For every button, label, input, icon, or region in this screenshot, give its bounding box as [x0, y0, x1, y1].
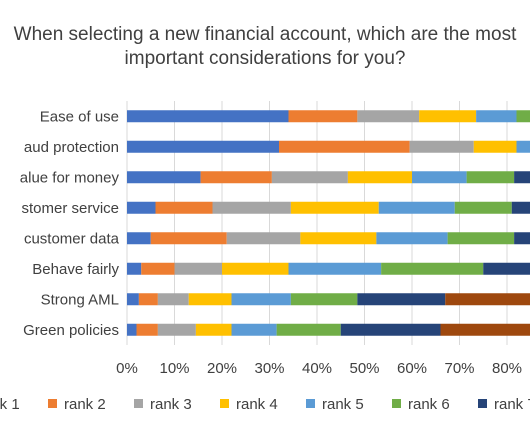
x-tick-label: 10% — [159, 360, 189, 377]
legend-swatch — [392, 399, 401, 408]
bar-segment — [127, 262, 142, 275]
bar-segment — [357, 293, 446, 306]
bar-segment — [288, 262, 382, 275]
bar-segment — [231, 323, 277, 336]
bar-segment — [279, 140, 410, 153]
legend-label: rank 5 — [322, 396, 364, 413]
category-label: customer data — [24, 230, 120, 247]
bar-segment — [288, 110, 358, 123]
bar-segment — [419, 110, 477, 123]
legend-label: rank 7 — [494, 396, 530, 413]
legend-swatch — [478, 399, 487, 408]
legend-label: rank 1 — [0, 396, 20, 413]
bar-segment — [514, 232, 530, 245]
x-tick-label: 20% — [207, 360, 237, 377]
category-label: Ease of use — [40, 108, 119, 125]
legend-label: rank 3 — [150, 396, 192, 413]
bar-segment — [381, 262, 484, 275]
x-tick-label: 60% — [397, 360, 427, 377]
bar-segment — [376, 232, 448, 245]
bar-segment — [511, 201, 530, 214]
bar-segment — [440, 323, 530, 336]
bar-segment — [127, 293, 139, 306]
legend-label: rank 6 — [408, 396, 450, 413]
bar-segment — [516, 110, 530, 123]
bar-segment — [409, 140, 474, 153]
bar-segment — [476, 110, 517, 123]
x-tick-label: 40% — [302, 360, 332, 377]
x-tick-label: 0% — [116, 360, 138, 377]
bar-segment — [155, 201, 213, 214]
bar-segment — [300, 232, 377, 245]
bar-segment — [340, 323, 441, 336]
bar-segment — [157, 323, 196, 336]
bar-segment — [150, 232, 227, 245]
bar-segment — [195, 323, 232, 336]
legend-swatch — [306, 399, 315, 408]
legend-label: rank 4 — [236, 396, 278, 413]
category-label: Strong AML — [41, 291, 119, 308]
bar-segment — [127, 110, 289, 123]
bar-segment — [138, 293, 158, 306]
bar-segment — [357, 110, 420, 123]
x-tick-label: 50% — [349, 360, 379, 377]
bar-segment — [127, 201, 156, 214]
chart-title-line-1: When selecting a new financial account, … — [13, 24, 517, 45]
bar-segment — [222, 262, 289, 275]
bar-segment — [174, 262, 222, 275]
legend-swatch — [134, 399, 143, 408]
bar-segment — [141, 262, 175, 275]
legend-label: rank 2 — [64, 396, 106, 413]
bar-segment — [127, 171, 201, 184]
bar-segment — [447, 232, 515, 245]
bar-segment — [514, 171, 530, 184]
bar-segment — [466, 171, 515, 184]
bar-segment — [412, 171, 467, 184]
bar-segment — [454, 201, 512, 214]
bar-segment — [226, 232, 301, 245]
bar-segment — [127, 323, 137, 336]
bar-segment — [378, 201, 455, 214]
legend-swatch — [220, 399, 229, 408]
category-label: aud protection — [24, 139, 119, 156]
x-tick-label: 80% — [492, 360, 522, 377]
bar-segment — [473, 140, 517, 153]
bar-segment — [276, 323, 341, 336]
bar-segment — [188, 293, 232, 306]
chart-title-line-2: important considerations for you? — [124, 48, 406, 69]
bar-segment — [231, 293, 291, 306]
bar-segment — [127, 232, 151, 245]
bar-segment — [347, 171, 412, 184]
category-label: stomer service — [21, 200, 119, 217]
legend-swatch — [48, 399, 57, 408]
category-label: Green policies — [23, 322, 119, 339]
bar-segment — [136, 323, 158, 336]
bar-segment — [483, 262, 530, 275]
x-tick-label: 70% — [444, 360, 474, 377]
bar-segment — [516, 140, 530, 153]
category-label: alue for money — [20, 169, 120, 186]
bar-segment — [127, 140, 279, 153]
bar-segment — [290, 201, 379, 214]
bar-segment — [200, 171, 272, 184]
bar-segment — [445, 293, 530, 306]
x-tick-label: 30% — [254, 360, 284, 377]
bar-segment — [271, 171, 348, 184]
category-label: Behave fairly — [32, 261, 119, 278]
bar-segment — [157, 293, 189, 306]
bar-segment — [212, 201, 291, 214]
bar-segment — [290, 293, 358, 306]
